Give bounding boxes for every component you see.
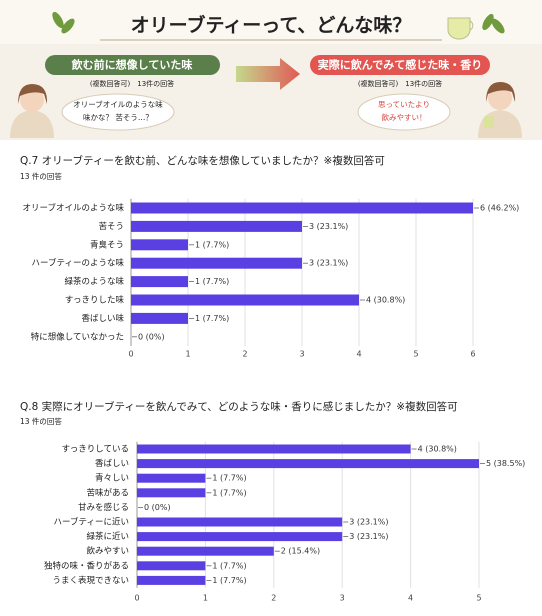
value-label: 1 (7.7%) — [195, 314, 229, 323]
value-label: 0 (0%) — [138, 332, 165, 341]
bar — [131, 202, 473, 214]
category-label: 香ばしい — [95, 458, 129, 469]
x-tick-label: 4 — [408, 594, 413, 603]
category-label: ハーブティーのような味 — [32, 258, 125, 269]
category-label: 苦味がある — [86, 487, 129, 498]
leaf-left — [52, 11, 75, 34]
tea-cup — [447, 17, 474, 40]
left-label: 飲む前に想像していた味 — [71, 58, 193, 72]
bar — [137, 546, 274, 556]
value-label: 3 (23.1%) — [309, 222, 348, 231]
chart-title: Q.7 オリーブティーを飲む前、どんな味を想像していましたか？※複数回答可 — [20, 154, 385, 167]
bar — [131, 312, 188, 324]
value-label: 2 (15.4%) — [281, 547, 320, 556]
value-label: 4 (30.8%) — [366, 296, 405, 305]
value-label: 3 (23.1%) — [309, 259, 348, 268]
x-tick-label: 2 — [271, 594, 276, 603]
value-label: 1 (7.7%) — [212, 488, 246, 497]
bar — [137, 532, 343, 542]
value-label: 0 (0%) — [144, 503, 171, 512]
x-tick-label: 1 — [203, 594, 208, 603]
bar — [131, 239, 188, 251]
bar — [131, 294, 359, 306]
x-tick-label: 6 — [470, 350, 475, 359]
chart-subtitle: 13 件の回答 — [20, 416, 62, 426]
x-tick-label: 1 — [185, 350, 190, 359]
category-label: 苦そう — [98, 221, 124, 232]
category-label: オリーブオイルのような味 — [23, 203, 125, 214]
bar — [131, 220, 302, 232]
value-label: 1 (7.7%) — [212, 474, 246, 483]
x-tick-label: 3 — [299, 350, 304, 359]
bar — [131, 257, 302, 269]
category-label: 甘みを感じる — [78, 502, 129, 513]
value-label: 3 (23.1%) — [349, 532, 388, 541]
leaf-right — [482, 13, 505, 34]
x-tick-label: 5 — [413, 350, 418, 359]
left-bubble-line: 味かな？ 苦そう…？ — [83, 112, 153, 122]
category-label: すっきりした味 — [65, 295, 125, 306]
category-label: うまく表現できない — [52, 575, 129, 586]
x-tick-label: 5 — [476, 594, 481, 603]
value-label: 6 (46.2%) — [480, 204, 519, 213]
value-label: 1 (7.7%) — [195, 277, 229, 286]
woman-left — [10, 84, 54, 138]
category-label: 飲みやすい — [86, 546, 129, 557]
left-bubble — [61, 93, 175, 131]
value-label: 5 (38.5%) — [486, 459, 525, 468]
arrow — [236, 58, 300, 90]
value-label: 1 (7.7%) — [195, 240, 229, 249]
x-tick-label: 0 — [128, 350, 133, 359]
category-label: 青々しい — [95, 473, 129, 484]
right-pill — [310, 55, 490, 75]
category-label: 緑茶に近い — [86, 531, 129, 542]
category-label: すっきりしている — [62, 445, 129, 455]
bar — [137, 488, 206, 498]
category-label: 独特の味・香りがある — [44, 560, 129, 571]
left-pill — [45, 55, 220, 75]
value-label: 1 (7.7%) — [212, 561, 246, 570]
value-label: 1 (7.7%) — [212, 576, 246, 585]
bar — [137, 575, 206, 585]
right-note: (複数回答可) 13件の回答 — [358, 79, 442, 88]
category-label: ハーブティーに近い — [54, 517, 129, 528]
bar — [137, 459, 479, 469]
chart-title: Q.8 実際にオリーブティーを飲んでみて、どのような味・香りに感じましたか？※複… — [20, 400, 458, 413]
value-label: 4 (30.8%) — [418, 445, 457, 454]
category-label: 特に想像していなかった — [31, 331, 124, 342]
bar — [137, 561, 206, 571]
x-tick-label: 0 — [134, 594, 139, 603]
left-note: (複数回答可) 13件の回答 — [90, 79, 174, 88]
value-label: 3 (23.1%) — [349, 518, 388, 527]
bar — [137, 444, 411, 454]
right-bubble-line: 飲みやすい！ — [382, 112, 427, 122]
bar — [137, 473, 206, 483]
category-label: 青臭そう — [90, 239, 124, 250]
right-bubble-line: 思っていたより — [378, 100, 430, 109]
right-label: 実際に飲んでみて感じた味・香り — [318, 58, 482, 72]
right-bubble — [357, 93, 451, 131]
x-tick-label: 3 — [340, 594, 345, 603]
category-label: 緑茶のような味 — [64, 276, 124, 287]
bar — [137, 517, 343, 527]
chart-subtitle: 13 件の回答 — [20, 171, 62, 181]
banner-title: オリーブティーって、どんな味？ — [131, 14, 412, 37]
category-label: 香ばしい味 — [81, 313, 124, 324]
left-bubble-line: オリーブオイルのような味 — [73, 99, 163, 109]
bar — [131, 276, 188, 288]
woman-right — [478, 82, 522, 138]
x-tick-label: 4 — [356, 350, 361, 359]
x-tick-label: 2 — [242, 350, 247, 359]
